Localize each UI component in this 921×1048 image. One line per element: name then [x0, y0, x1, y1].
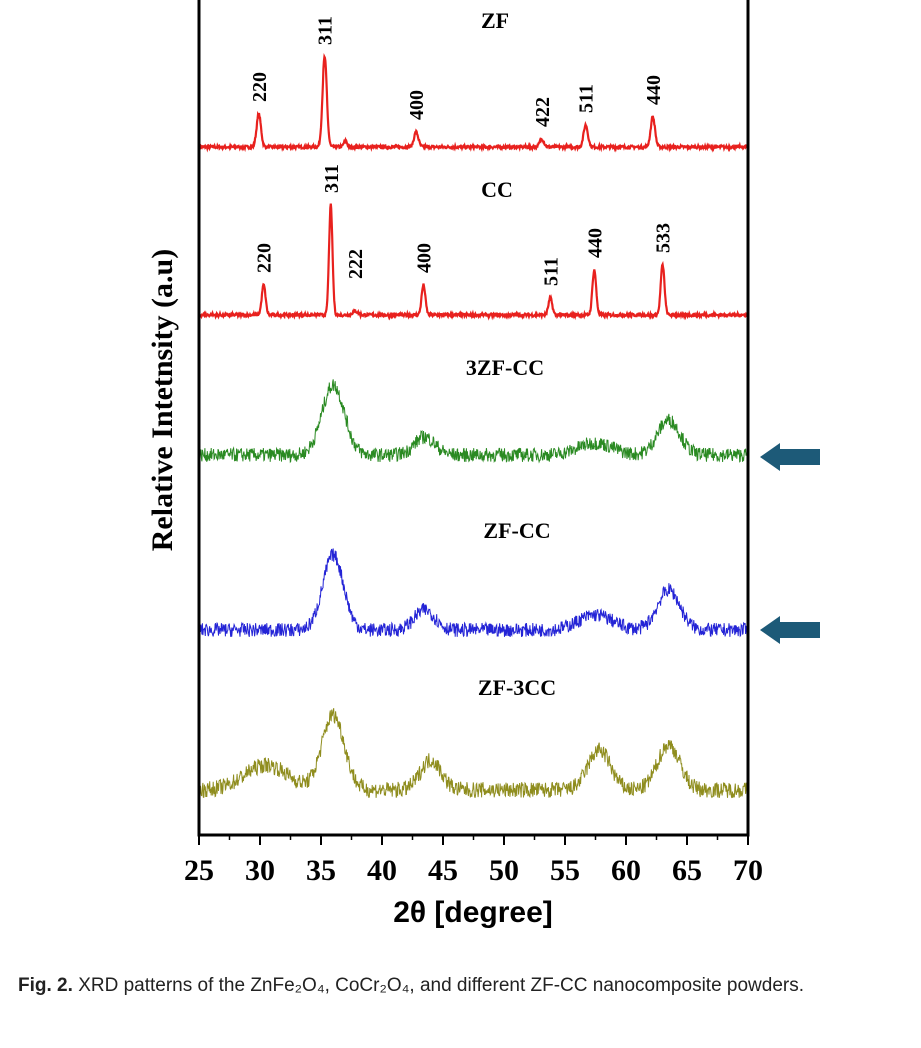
peak-label: 311: [315, 16, 337, 45]
peak-label: 400: [406, 90, 428, 120]
peak-label: 311: [321, 164, 343, 193]
arrow-left-icon: [760, 616, 820, 644]
x-tick-label: 50: [489, 854, 519, 887]
series-line-3ZF-CC: [198, 379, 748, 464]
x-tick-label: 70: [733, 854, 763, 887]
peak-label: 422: [532, 97, 554, 127]
series-line-ZF: [197, 52, 749, 153]
series-line-ZF-3CC: [198, 708, 748, 799]
series-label: ZF: [481, 8, 509, 33]
peak-label: 533: [653, 223, 675, 253]
x-tick-label: 35: [306, 854, 336, 887]
peak-label: 220: [254, 243, 276, 273]
peak-label: 511: [576, 84, 598, 113]
peak-label: 222: [345, 249, 367, 279]
y-axis-label: Relative Intetnsity (a.u): [146, 249, 179, 551]
caption-text: XRD patterns of the ZnFe₂O₄, CoCr₂O₄, an…: [78, 975, 805, 996]
series-label: 3ZF-CC: [466, 355, 544, 380]
x-tick-label: 25: [184, 854, 214, 887]
x-tick-label: 60: [611, 854, 641, 887]
series-line-ZF-CC: [198, 548, 748, 638]
peak-label: 400: [413, 243, 435, 273]
series-line-CC: [198, 203, 749, 321]
plot-frame: [197, 0, 750, 837]
arrow-left-icon: [760, 443, 820, 471]
x-tick-label: 30: [245, 854, 275, 887]
x-tick-label: 40: [367, 854, 397, 887]
x-tick-label: 65: [672, 854, 702, 887]
peak-label: 440: [643, 75, 665, 105]
x-tick-label: 55: [550, 854, 580, 887]
peak-label: 440: [584, 228, 606, 258]
figure-caption: Fig. 2. XRD patterns of the ZnFe₂O₄, CoC…: [18, 972, 898, 1000]
x-axis-label: 2θ [degree]: [393, 896, 553, 929]
caption-label: Fig. 2.: [18, 975, 73, 996]
series-label: ZF-CC: [483, 518, 550, 543]
xrd-chart: ZF 220 311 400 422 511 440 CC 220 311 222 400 511 440…: [146, 0, 820, 929]
peak-label: 511: [540, 257, 562, 286]
x-tick-label: 45: [428, 854, 458, 887]
series-label: CC: [481, 177, 513, 202]
series-label: ZF-3CC: [478, 675, 556, 700]
peak-label: 220: [249, 72, 271, 102]
